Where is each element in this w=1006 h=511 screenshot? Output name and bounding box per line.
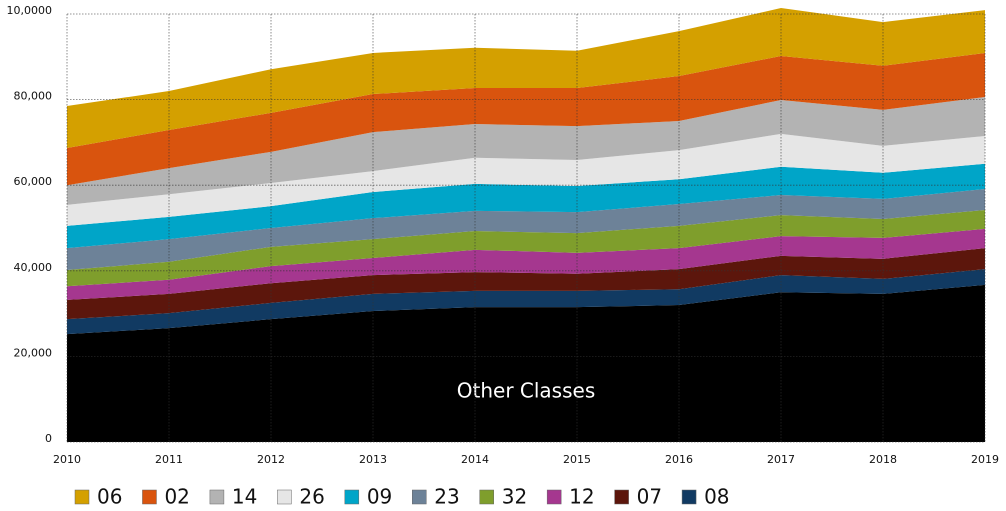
x-tick-label: 2011 bbox=[155, 453, 183, 466]
y-tick-label: 60,000 bbox=[14, 175, 53, 188]
x-tick-label: 2017 bbox=[767, 453, 795, 466]
y-tick-label: 0 bbox=[45, 432, 52, 445]
area bbox=[67, 189, 985, 270]
y-tick-label: 80,000 bbox=[14, 90, 53, 103]
legend-label: 09 bbox=[367, 485, 392, 509]
area bbox=[67, 210, 985, 287]
x-tick-label: 2013 bbox=[359, 453, 387, 466]
legend-label: 12 bbox=[569, 485, 594, 509]
x-tick-label: 2018 bbox=[869, 453, 897, 466]
legend-swatch bbox=[412, 489, 427, 505]
area bbox=[67, 8, 985, 148]
legend-label: 23 bbox=[434, 485, 459, 509]
legend-swatch bbox=[546, 489, 562, 505]
area bbox=[67, 269, 985, 335]
legend-label: 02 bbox=[164, 485, 189, 509]
legend-swatch bbox=[344, 489, 360, 505]
area-label: Other Classes bbox=[457, 379, 596, 403]
legend-label: 07 bbox=[637, 485, 662, 509]
y-tick-label: 20,000 bbox=[14, 346, 53, 359]
legend-swatch bbox=[74, 489, 90, 505]
x-tick-label: 2010 bbox=[53, 453, 81, 466]
area bbox=[67, 52, 985, 186]
legend-swatch bbox=[209, 489, 225, 505]
area bbox=[67, 133, 985, 226]
area bbox=[67, 284, 985, 442]
area bbox=[67, 97, 985, 205]
legend-label: 08 bbox=[704, 485, 729, 509]
x-tick-label: 2015 bbox=[563, 453, 591, 466]
legend-swatch bbox=[142, 489, 157, 505]
legend-label: 14 bbox=[232, 485, 257, 509]
y-tick-label: 40,000 bbox=[14, 261, 53, 274]
legend-swatch bbox=[614, 489, 629, 505]
area bbox=[67, 248, 985, 320]
legend-swatch bbox=[479, 489, 494, 505]
x-tick-label: 2019 bbox=[971, 453, 999, 466]
area bbox=[67, 228, 985, 300]
x-tick-label: 2012 bbox=[257, 453, 285, 466]
legend-swatch bbox=[681, 489, 697, 505]
legend-label: 32 bbox=[502, 485, 527, 509]
x-tick-label: 2016 bbox=[665, 453, 693, 466]
legend-label: 26 bbox=[299, 485, 324, 509]
legend-label: 06 bbox=[97, 485, 122, 509]
legend-swatch bbox=[277, 489, 292, 505]
y-tick-label: 10,0000 bbox=[7, 4, 53, 17]
x-tick-label: 2014 bbox=[461, 453, 489, 466]
